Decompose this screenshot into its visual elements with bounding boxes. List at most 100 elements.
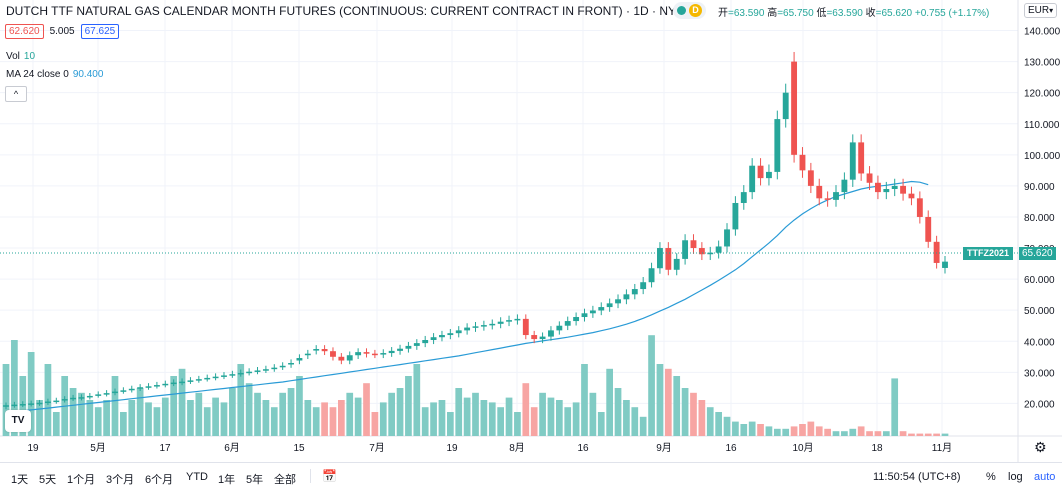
- status-badge[interactable]: D: [673, 2, 706, 19]
- candle-body: [212, 376, 219, 379]
- range-ytd-button[interactable]: YTD: [186, 471, 208, 483]
- candle: [405, 341, 412, 353]
- calendar-icon[interactable]: 📅: [322, 469, 337, 483]
- volume-bar: [421, 407, 429, 436]
- candle: [103, 390, 110, 397]
- candle-body: [145, 386, 152, 388]
- volume-bar: [782, 428, 790, 436]
- candle-body: [313, 349, 320, 351]
- currency-selector[interactable]: EUR▾: [1024, 3, 1058, 18]
- auto-toggle[interactable]: auto: [1034, 471, 1056, 483]
- candle: [346, 351, 353, 365]
- candle-body: [221, 375, 227, 377]
- clock-readout[interactable]: 11:50:54 (UTC+8): [873, 471, 961, 483]
- candle-body: [615, 299, 621, 304]
- volume-bar: [245, 383, 253, 436]
- buy-price-button[interactable]: 67.625: [80, 24, 120, 39]
- range-all-button[interactable]: 全部: [274, 474, 296, 486]
- ma-line-layer: [5, 180, 929, 414]
- x-axis[interactable]: 19 5月 17 6月 15 7月 19 8月 16 9月 16 10月 18 11月: [27, 442, 952, 454]
- volume-bar: [329, 407, 337, 436]
- candle-body: [874, 182, 881, 193]
- candle-body: [548, 330, 554, 337]
- volume-bar: [597, 412, 605, 436]
- volume-bar: [648, 335, 655, 436]
- y-axis[interactable]: 20.00030.00040.00050.00060.00070.00080.0…: [1024, 27, 1061, 411]
- candle-body: [556, 325, 563, 331]
- volume-legend[interactable]: Vol 10: [6, 51, 35, 62]
- candle: [187, 377, 194, 384]
- candle: [581, 308, 588, 322]
- volume-bar: [296, 376, 303, 436]
- range-6m-button[interactable]: 6个月: [145, 474, 174, 486]
- candle-body: [95, 394, 102, 396]
- range-3m-button[interactable]: 3个月: [106, 474, 135, 486]
- collapse-legend-button[interactable]: ^: [5, 86, 27, 102]
- volume-bar: [891, 378, 899, 436]
- range-5y-button[interactable]: 5年: [246, 474, 264, 486]
- candle: [170, 379, 177, 387]
- sell-price-button[interactable]: 62.620: [5, 24, 44, 39]
- candle: [254, 367, 261, 375]
- candle: [648, 262, 655, 288]
- price-chart[interactable]: 20.00030.00040.00050.00060.00070.00080.0…: [0, 0, 1062, 462]
- x-tick-label: 6月: [224, 442, 240, 454]
- volume-bar: [388, 392, 396, 436]
- candle-body: [195, 379, 202, 381]
- candle-body: [589, 310, 596, 314]
- volume-legend-value: 10: [23, 51, 36, 62]
- candle: [665, 242, 672, 276]
- candle-body: [942, 261, 948, 268]
- candle-body: [288, 363, 294, 365]
- candle-body: [363, 352, 370, 354]
- candle: [112, 388, 118, 396]
- percent-toggle[interactable]: %: [986, 471, 996, 483]
- candle-body: [162, 383, 169, 386]
- volume-bar: [480, 400, 488, 436]
- range-5d-button[interactable]: 5天: [39, 474, 57, 486]
- range-1y-button[interactable]: 1年: [218, 474, 236, 486]
- volume-bar: [103, 400, 110, 436]
- candle-body: [900, 185, 907, 194]
- volume-bar: [36, 400, 43, 436]
- candle-body: [724, 229, 730, 247]
- candle: [925, 210, 932, 248]
- candle-body: [338, 356, 345, 361]
- candle-body: [179, 381, 185, 384]
- volume-bar: [941, 433, 949, 436]
- candle-body: [581, 313, 588, 318]
- x-tick-label: 19: [27, 443, 39, 454]
- candle: [615, 294, 621, 309]
- candle-body: [816, 185, 823, 199]
- candle-body: [858, 142, 865, 174]
- volume-bar: [706, 407, 714, 436]
- gear-icon[interactable]: ⚙: [1034, 439, 1047, 455]
- candle-body: [53, 400, 60, 403]
- candle-body: [690, 240, 697, 249]
- volume-bar: [161, 397, 169, 436]
- log-toggle[interactable]: log: [1008, 471, 1023, 483]
- volume-bar: [916, 433, 924, 436]
- volume-bar: [338, 400, 345, 436]
- x-tick-label: 10月: [792, 442, 813, 454]
- volume-bar: [522, 383, 530, 436]
- ma-legend[interactable]: MA 24 close 0 90.400: [6, 69, 103, 80]
- volume-bar: [849, 428, 857, 436]
- range-1m-button[interactable]: 1个月: [67, 474, 96, 486]
- candle-body: [246, 371, 253, 374]
- range-1d-button[interactable]: 1天: [11, 474, 29, 486]
- candle: [724, 223, 730, 253]
- candle: [916, 191, 923, 224]
- candle-body: [229, 374, 236, 376]
- volume-bar: [120, 412, 127, 436]
- candle-body: [749, 165, 756, 193]
- volume-bar: [413, 364, 421, 436]
- candle-body: [137, 387, 144, 389]
- volume-bar: [698, 400, 706, 436]
- candle-body: [112, 391, 118, 394]
- volume-bar: [857, 426, 865, 436]
- candle-body: [44, 401, 51, 404]
- tradingview-logo-icon[interactable]: TV: [5, 410, 31, 432]
- candle-body: [262, 369, 269, 371]
- candle: [371, 349, 378, 359]
